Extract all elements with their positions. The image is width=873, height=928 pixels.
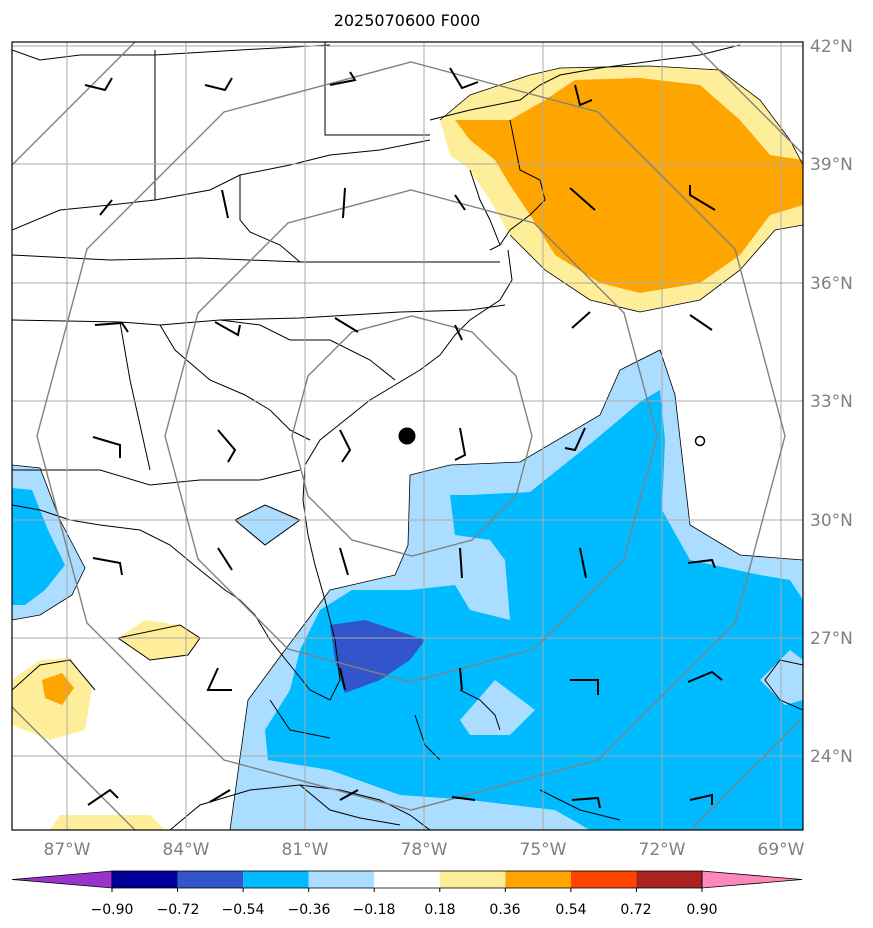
colorbar-extend-left: [11, 870, 113, 889]
negative-anomaly-small-diamond: [235, 505, 300, 545]
colorbar-segment: [177, 871, 244, 888]
negative-anomaly-blue-region: [265, 390, 803, 830]
latitude-labels: 42°N 39°N 36°N 33°N 30°N 27°N 24°N: [810, 37, 853, 767]
colorbar-segment: [505, 871, 571, 888]
longitude-labels: 87°W 84°W 81°W 78°W 75°W 72°W 69°W: [44, 840, 805, 860]
negative-anomaly-west-blue: [12, 488, 65, 605]
positive-anomaly-bottom-region: [50, 815, 165, 830]
colorbar-tick-label: 0.36: [489, 902, 520, 918]
lat-label: 42°N: [810, 37, 853, 57]
colorbar-segment: [308, 871, 375, 888]
lon-label: 84°W: [163, 840, 210, 860]
colorbar-tick-label: −0.36: [288, 902, 331, 918]
colorbar-tick-label: −0.18: [353, 902, 396, 918]
colorbar-extend-right: [701, 870, 803, 889]
wind-barbs: [84, 67, 723, 809]
map-frame: [11, 41, 804, 831]
lon-label: 72°W: [639, 840, 686, 860]
colorbar-segment: [439, 871, 506, 888]
lat-label: 30°N: [810, 511, 853, 531]
secondary-center-marker: [694, 435, 706, 447]
colorbar-tick-label: 0.72: [620, 902, 651, 918]
colorbar-frame: [111, 870, 703, 889]
colorbar-tick-label: −0.90: [91, 902, 134, 918]
colorbar-segment: [570, 871, 637, 888]
figure-title: 2025070600 F000: [334, 11, 481, 30]
positive-anomaly-small-region-1: [118, 620, 200, 660]
lat-label: 39°N: [810, 155, 853, 175]
positive-anomaly-small-orange: [42, 673, 74, 705]
coastlines: [12, 42, 803, 830]
lat-label: 33°N: [810, 392, 853, 412]
lon-label: 75°W: [520, 840, 567, 860]
colorbar-segment: [243, 871, 309, 888]
lat-label: 27°N: [810, 629, 853, 649]
colorbar-tick-label: −0.72: [157, 902, 200, 918]
colorbar-segment: [112, 871, 178, 888]
colorbar-tick-labels: −0.90 −0.72 −0.54 −0.36 −0.18 0.18 0.36 …: [91, 902, 718, 918]
positive-anomaly-orange-region: [455, 78, 803, 293]
colorbar: [11, 870, 803, 892]
colorbar-segment: [636, 871, 702, 888]
colorbar-tick-label: 0.90: [686, 902, 717, 918]
graticule: [12, 42, 803, 830]
negative-anomaly-hole: [460, 680, 535, 735]
lon-label: 69°W: [758, 840, 805, 860]
colorbar-tick-label: 0.18: [424, 902, 455, 918]
colorbar-tick-label: −0.54: [222, 902, 265, 918]
colorbar-tick-label: 0.54: [555, 902, 586, 918]
lon-label: 81°W: [282, 840, 329, 860]
lat-label: 36°N: [810, 274, 853, 294]
storm-center-marker: [398, 427, 416, 445]
lon-label: 78°W: [401, 840, 448, 860]
colorbar-segment: [374, 871, 440, 888]
lat-label: 24°N: [810, 747, 853, 767]
lon-label: 87°W: [44, 840, 91, 860]
anomaly-contours: [12, 65, 803, 830]
